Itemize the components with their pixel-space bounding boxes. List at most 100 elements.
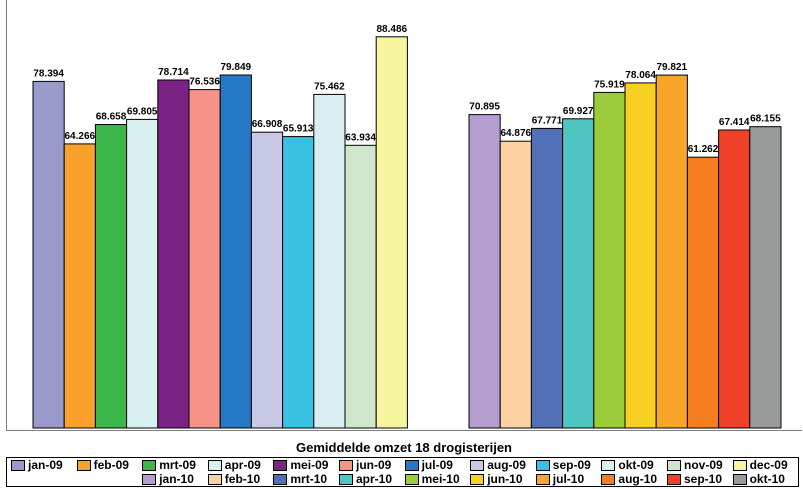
bar-jun-10 [624,82,657,429]
legend-item-aug-09: aug-09 [470,458,526,472]
bar-sep-09 [282,136,315,429]
legend-label: jun-10 [487,472,523,486]
legend-label: dec-09 [749,458,788,472]
legend-label: feb-09 [93,458,129,472]
legend-swatch [667,459,681,471]
legend-swatch [207,459,222,471]
bar-okt-10 [749,126,782,429]
data-label-apr-09: 69.805 [127,106,158,117]
legend-swatch [273,473,288,485]
x-axis-title: Gemiddelde omzet 18 drogisterijen [296,440,512,455]
legend-label: jan-10 [159,472,194,486]
legend-item-okt-10: okt-10 [732,472,785,486]
bar-apr-09 [126,118,159,429]
data-label-jan-09: 78.394 [33,68,64,79]
bar-jun-09 [188,89,221,429]
data-label-mei-10: 75.919 [594,79,625,90]
legend-label: aug-09 [487,458,526,472]
bar-apr-10 [562,118,595,429]
legend-swatch [732,473,747,485]
bar-sep-10 [718,129,751,429]
legend-item-mrt-09: mrt-09 [142,458,196,472]
legend-item-jan-09: jan-09 [11,458,63,472]
legend-item-feb-09: feb-09 [76,458,129,472]
data-label-nov-09: 63.934 [345,132,376,143]
bar-feb-10 [499,140,532,429]
data-label-okt-09: 75.462 [314,81,345,92]
legend-item-dec-09: dec-09 [732,458,788,472]
bars [32,36,782,429]
legend-label: apr-10 [356,472,393,486]
legend-swatch [11,459,25,471]
data-label-sep-09: 65.913 [283,124,314,135]
legend-label: mei-10 [421,472,460,486]
legend-item-mei-09: mei-09 [273,458,328,472]
legend-item-feb-10: feb-10 [207,472,260,486]
legend-swatch [76,459,91,471]
data-label-jun-10: 78.064 [625,70,656,81]
legend-swatch [535,459,550,471]
legend-item-mei-10: mei-10 [404,472,460,486]
bar-mei-10 [593,91,626,429]
data-label-feb-10: 64.876 [501,128,532,139]
data-label-jan-10: 70.895 [469,102,500,113]
legend-label: apr-09 [224,458,261,472]
legend-label: jan-09 [28,458,63,472]
legend-label: jun-09 [356,458,392,472]
legend-label: mei-09 [290,458,329,472]
legend: jan-09 feb-09 mrt-09 apr-09 mei-09 jun-09 jul-… [6,457,799,487]
legend-label: okt-09 [618,458,654,472]
legend-item-jul-09: jul-09 [404,458,453,472]
bar-jul-10 [655,74,688,429]
data-label-apr-10: 69.927 [563,106,594,117]
bar-okt-09 [313,93,346,429]
axis-title-area: Gemiddelde omzet 18 drogisterijen [6,430,802,458]
legend-label: mrt-09 [159,458,196,472]
data-label-dec-09: 88.486 [377,24,408,35]
bar-jul-09 [219,74,252,429]
bar-mrt-09 [94,124,128,429]
bar-nov-09 [344,144,377,429]
legend-swatch [404,473,419,485]
legend-item-apr-10: apr-10 [339,472,392,486]
bar-feb-09 [63,143,96,429]
legend-item-jan-10: jan-10 [142,472,194,486]
legend-item-mrt-10: mrt-10 [273,472,327,486]
data-label-feb-09: 64.266 [65,131,96,142]
legend-item-jul-10: jul-10 [535,472,584,486]
legend-swatch [732,459,747,471]
bar-aug-09 [250,131,284,429]
data-label-aug-10: 61.262 [688,144,719,155]
legend-swatch [207,473,222,485]
data-label-mrt-10: 67.771 [532,115,563,126]
legend-label: mrt-10 [290,472,328,486]
legend-label: sep-10 [684,472,723,486]
legend-item-jun-09: jun-09 [339,458,391,472]
data-label-sep-10: 67.414 [719,117,750,128]
data-label-okt-10: 68.155 [750,114,781,125]
data-label-mrt-09: 68.658 [96,112,127,123]
data-label-jun-09: 76.536 [189,77,220,88]
legend-item-nov-09: nov-09 [667,458,723,472]
legend-item-sep-09: sep-09 [535,458,591,472]
legend-item-aug-10: aug-10 [601,472,657,486]
bar-mei-09 [157,79,190,429]
legend-item-okt-09: okt-09 [601,458,654,472]
legend-swatch [142,473,157,485]
legend-label: nov-09 [684,458,723,472]
legend-item-apr-09: apr-09 [207,458,261,472]
legend-swatch [339,473,353,485]
legend-swatch [535,473,550,485]
legend-item-jun-10: jun-10 [470,472,523,486]
legend-label: sep-09 [552,458,591,472]
legend-label: aug-10 [618,472,658,486]
legend-swatch [339,459,353,471]
data-label-jul-09: 79.849 [221,62,252,73]
legend-label: jul-09 [421,458,453,472]
legend-swatch [667,473,681,485]
legend-swatch [142,459,157,471]
data-label-jul-10: 79.821 [657,62,688,73]
data-label-mei-09: 78.714 [158,67,189,78]
